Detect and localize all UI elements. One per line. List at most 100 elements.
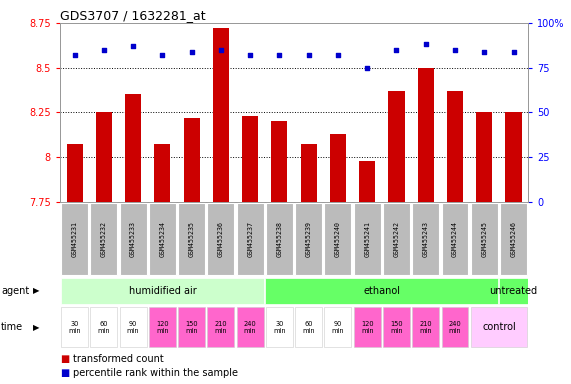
Bar <box>178 203 205 275</box>
Bar <box>242 116 258 202</box>
Bar <box>505 113 521 202</box>
Text: GSM455231: GSM455231 <box>71 221 78 257</box>
Text: 90
min: 90 min <box>332 321 344 334</box>
Bar <box>295 308 322 347</box>
Bar <box>213 28 229 202</box>
Text: 120
min: 120 min <box>361 321 373 334</box>
Text: 120
min: 120 min <box>156 321 168 334</box>
Text: transformed count: transformed count <box>73 354 163 364</box>
Bar <box>207 203 234 275</box>
Text: GSM455244: GSM455244 <box>452 221 458 257</box>
Bar <box>412 308 439 347</box>
Bar <box>207 308 234 347</box>
Text: 240
min: 240 min <box>244 321 256 334</box>
Text: GSM455241: GSM455241 <box>364 221 370 257</box>
Point <box>451 47 460 53</box>
Point <box>187 48 196 55</box>
Bar <box>271 121 287 202</box>
Text: percentile rank within the sample: percentile rank within the sample <box>73 368 238 378</box>
Bar <box>120 308 147 347</box>
Text: ▶: ▶ <box>33 323 39 332</box>
Bar <box>237 308 264 347</box>
Bar <box>383 308 410 347</box>
Text: GSM455246: GSM455246 <box>510 221 517 257</box>
Text: 30
min: 30 min <box>273 321 286 334</box>
Text: ▶: ▶ <box>33 286 39 295</box>
Text: GSM455236: GSM455236 <box>218 221 224 257</box>
Text: GSM455235: GSM455235 <box>188 221 195 257</box>
Bar <box>330 134 346 202</box>
Bar <box>383 203 410 275</box>
Bar <box>447 91 463 202</box>
Bar <box>90 308 117 347</box>
Text: control: control <box>482 322 516 333</box>
Text: GSM455239: GSM455239 <box>305 221 312 257</box>
Point <box>70 52 79 58</box>
Text: GSM455240: GSM455240 <box>335 221 341 257</box>
Text: 240
min: 240 min <box>449 321 461 334</box>
Text: time: time <box>1 322 23 333</box>
Point <box>392 47 401 53</box>
Bar <box>441 203 468 275</box>
Point <box>275 52 284 58</box>
Text: ethanol: ethanol <box>363 286 400 296</box>
Bar <box>149 203 176 275</box>
Text: GSM455238: GSM455238 <box>276 221 283 257</box>
Point <box>363 65 372 71</box>
Text: 60
min: 60 min <box>303 321 315 334</box>
Bar <box>354 203 381 275</box>
Text: GSM455233: GSM455233 <box>130 221 136 257</box>
Text: 90
min: 90 min <box>127 321 139 334</box>
Text: humidified air: humidified air <box>128 286 196 296</box>
Text: ■: ■ <box>60 354 69 364</box>
Bar <box>471 203 498 275</box>
Text: 60
min: 60 min <box>98 321 110 334</box>
Bar <box>90 203 117 275</box>
Bar <box>388 91 404 202</box>
Point <box>158 52 167 58</box>
Bar <box>266 203 293 275</box>
Text: GSM455242: GSM455242 <box>393 221 400 257</box>
Bar <box>67 144 83 202</box>
Text: 150
min: 150 min <box>390 321 403 334</box>
Text: 210
min: 210 min <box>215 321 227 334</box>
Point <box>333 52 343 58</box>
Text: 210
min: 210 min <box>420 321 432 334</box>
Text: agent: agent <box>1 286 29 296</box>
Point <box>480 48 489 55</box>
Bar <box>120 203 147 275</box>
Bar <box>61 308 88 347</box>
Bar <box>178 308 205 347</box>
Text: GSM455237: GSM455237 <box>247 221 253 257</box>
Point <box>304 52 313 58</box>
Bar <box>441 308 468 347</box>
Bar <box>500 203 527 275</box>
Point <box>128 43 138 49</box>
Bar <box>266 278 498 304</box>
Bar <box>471 308 527 347</box>
Text: untreated: untreated <box>489 286 538 296</box>
Text: GSM455234: GSM455234 <box>159 221 166 257</box>
Bar <box>266 308 293 347</box>
Bar <box>154 144 170 202</box>
Text: GSM455243: GSM455243 <box>423 221 429 257</box>
Text: GDS3707 / 1632281_at: GDS3707 / 1632281_at <box>60 9 206 22</box>
Point <box>99 47 108 53</box>
Bar <box>412 203 439 275</box>
Text: ■: ■ <box>60 368 69 378</box>
Bar <box>149 308 176 347</box>
Text: GSM455245: GSM455245 <box>481 221 487 257</box>
Bar <box>354 308 381 347</box>
Bar <box>324 203 351 275</box>
Bar <box>324 308 351 347</box>
Bar <box>61 278 264 304</box>
Point <box>216 47 226 53</box>
Bar <box>359 161 375 202</box>
Bar <box>184 118 200 202</box>
Bar <box>476 113 492 202</box>
Bar <box>301 144 317 202</box>
Point <box>246 52 255 58</box>
Bar <box>61 203 88 275</box>
Bar <box>295 203 322 275</box>
Bar <box>125 94 141 202</box>
